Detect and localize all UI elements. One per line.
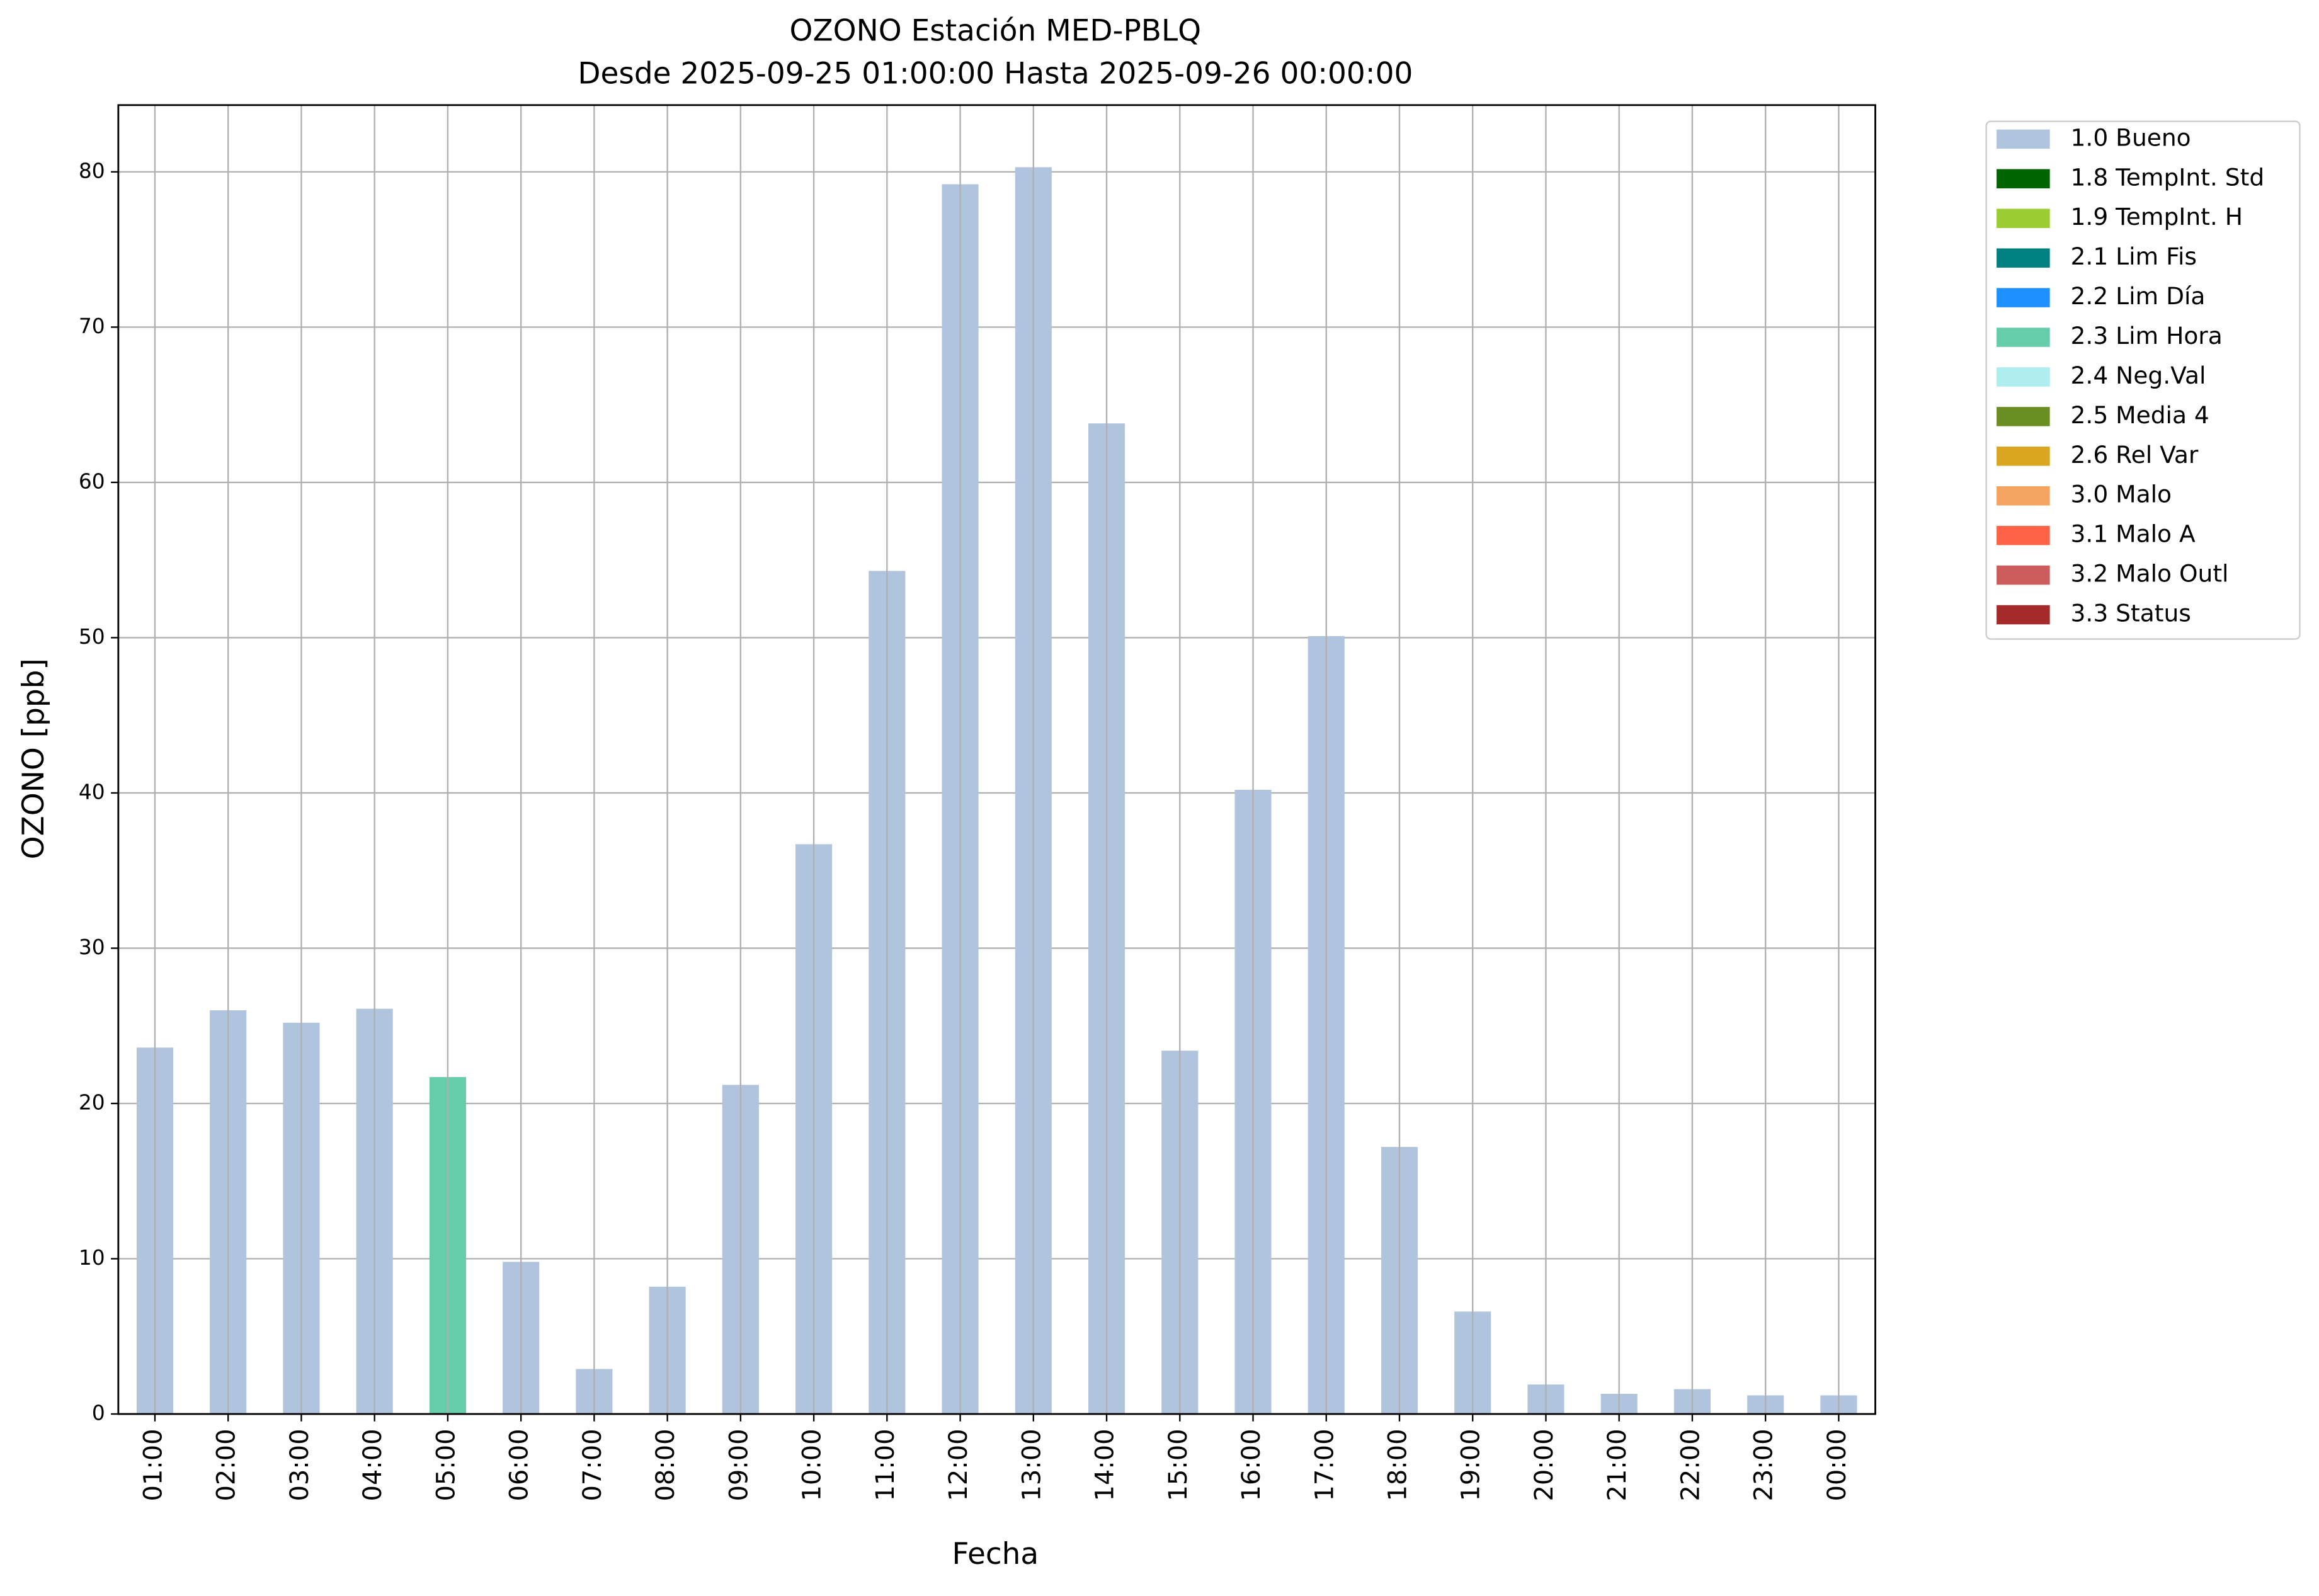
- x-tick-label: 14:00: [1091, 1429, 1120, 1502]
- legend-label: 3.2 Malo Outl: [2071, 560, 2229, 588]
- y-tick-label: 40: [79, 779, 105, 804]
- x-tick-label: 16:00: [1237, 1429, 1266, 1502]
- x-tick-label: 04:00: [358, 1429, 387, 1502]
- chart-subtitle: Desde 2025-09-25 01:00:00 Hasta 2025-09-…: [578, 56, 1413, 91]
- x-tick-label: 23:00: [1750, 1429, 1779, 1502]
- y-tick-label: 60: [79, 469, 105, 493]
- x-tick-label: 03:00: [285, 1429, 314, 1502]
- legend-label: 2.3 Lim Hora: [2071, 322, 2223, 350]
- y-tick-label: 50: [79, 624, 105, 649]
- y-tick-label: 0: [92, 1401, 105, 1425]
- legend-swatch: [1997, 328, 2050, 347]
- y-tick-label: 30: [79, 935, 105, 959]
- x-tick-label: 18:00: [1383, 1429, 1412, 1502]
- legend-label: 1.0 Bueno: [2071, 123, 2191, 151]
- legend-swatch: [1997, 486, 2050, 506]
- legend-label: 2.4 Neg.Val: [2071, 362, 2206, 389]
- legend-swatch: [1997, 525, 2050, 545]
- plot-area: 0 10 20 30 40 50 60 70 80 01:00 02:00 03:00 04:00 05:…: [79, 105, 1876, 1502]
- x-tick-label: 05:00: [431, 1429, 460, 1502]
- legend-label: 3.1 Malo A: [2071, 520, 2196, 548]
- x-tick-label: 17:00: [1310, 1429, 1339, 1502]
- legend-label: 3.3 Status: [2071, 600, 2191, 627]
- legend-label: 3.0 Malo: [2071, 481, 2172, 508]
- y-tick-label: 20: [79, 1090, 105, 1114]
- chart-title: OZONO Estación MED-PBLQ: [790, 13, 1202, 48]
- legend-swatch: [1997, 367, 2050, 387]
- legend-label: 2.5 Media 4: [2071, 401, 2209, 429]
- x-tick-label: 07:00: [578, 1429, 607, 1502]
- legend-label: 2.1 Lim Fis: [2071, 242, 2197, 270]
- x-tick-label: 09:00: [724, 1429, 753, 1502]
- legend-swatch: [1997, 407, 2050, 426]
- x-tick-label: 22:00: [1676, 1429, 1705, 1502]
- legend-swatch: [1997, 605, 2050, 625]
- legend-swatch: [1997, 447, 2050, 466]
- x-tick-label: 15:00: [1164, 1429, 1193, 1502]
- x-tick-label: 08:00: [651, 1429, 680, 1502]
- x-tick-label: 01:00: [139, 1429, 168, 1502]
- legend-label: 2.6 Rel Var: [2071, 441, 2199, 469]
- x-tick-label: 21:00: [1603, 1429, 1632, 1502]
- x-tick-label: 20:00: [1530, 1429, 1559, 1502]
- legend-swatch: [1997, 208, 2050, 228]
- x-tick-label: 00:00: [1823, 1429, 1852, 1502]
- legend-swatch: [1997, 129, 2050, 149]
- plot-frame: [117, 104, 1876, 1415]
- x-tick-label: 11:00: [871, 1429, 900, 1502]
- x-tick-label: 12:00: [944, 1429, 973, 1502]
- legend-box: [1985, 120, 2301, 640]
- y-tick-label: 80: [79, 158, 105, 183]
- y-axis-label: OZONO [ppb]: [16, 658, 51, 859]
- legend-label: 1.9 TempInt. H: [2071, 203, 2243, 231]
- y-tick-label: 10: [79, 1245, 105, 1270]
- legend-swatch: [1997, 169, 2050, 189]
- x-tick-label: 10:00: [798, 1429, 827, 1502]
- legend-swatch: [1997, 248, 2050, 268]
- legend: 1.0 Bueno 1.8 TempInt. Std 1.9 TempInt. H 2…: [1985, 120, 2301, 640]
- x-tick-label: 06:00: [505, 1429, 534, 1502]
- x-tick-label: 13:00: [1017, 1429, 1046, 1502]
- x-axis-label: Fecha: [952, 1537, 1039, 1571]
- legend-label: 1.8 TempInt. Std: [2071, 163, 2265, 191]
- y-tick-label: 70: [79, 314, 105, 338]
- legend-label: 2.2 Lim Día: [2071, 282, 2206, 310]
- legend-swatch: [1997, 565, 2050, 585]
- legend-swatch: [1997, 288, 2050, 307]
- x-tick-label: 19:00: [1457, 1429, 1486, 1502]
- x-tick-label: 02:00: [212, 1429, 241, 1502]
